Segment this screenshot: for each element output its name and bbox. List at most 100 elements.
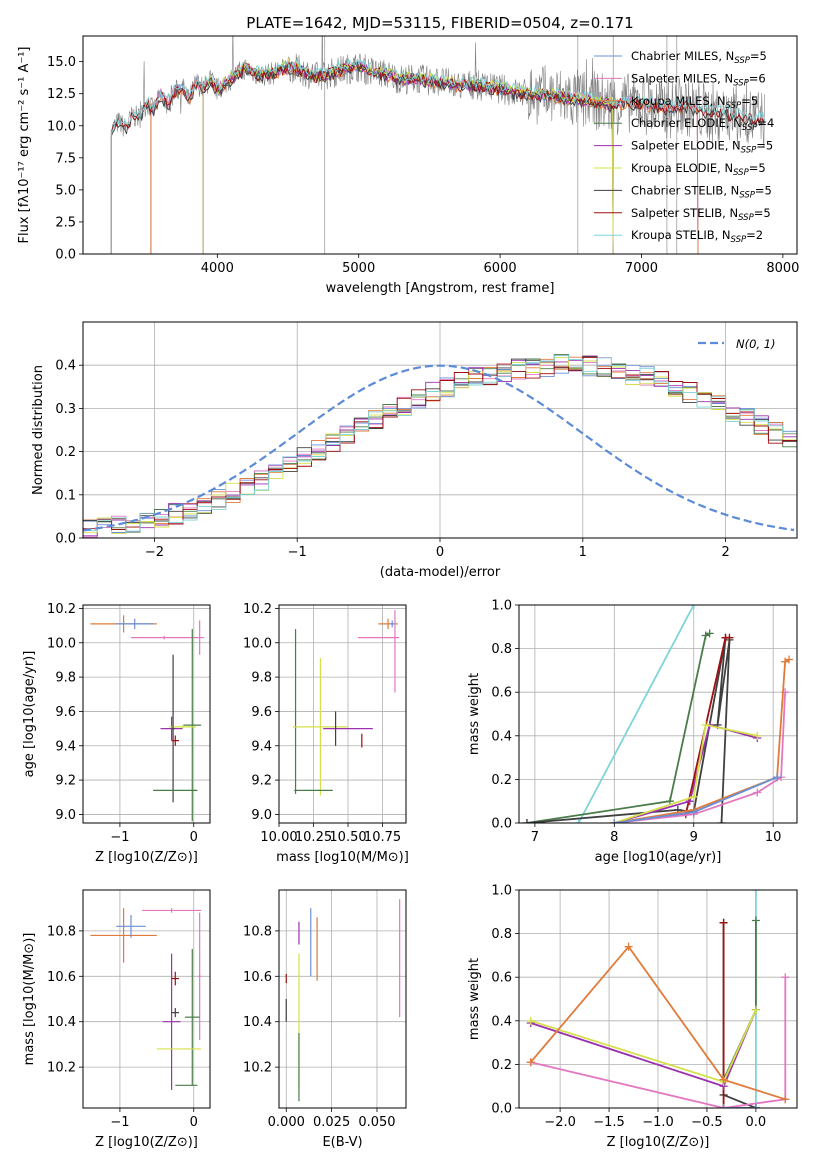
y-tick-label: 9.0 — [251, 808, 272, 823]
y-tick-label: 0.4 — [491, 1014, 512, 1029]
legend-entry: Chabrier ELODIE, NSSP=4 — [631, 116, 774, 133]
observed-spectrum — [111, 36, 765, 148]
x-axis-label: Z [log10(Z/Z⊙)] — [607, 1135, 710, 1150]
y-axis-label: mass [log10(M/M⊙)] — [22, 933, 37, 1066]
x-tick-label: 0 — [190, 1115, 198, 1130]
spectrum-legend: Chabrier MILES, NSSP=5 Salpeter MILES, NS… — [594, 49, 774, 245]
x-tick-label: 1 — [579, 545, 587, 560]
x-tick-label: 10.00 — [260, 830, 297, 845]
y-tick-label: 9.6 — [251, 705, 272, 720]
mass-weight-marker — [751, 1104, 760, 1108]
mass-weight-marker — [689, 605, 698, 609]
y-tick-label: 0.0 — [491, 817, 512, 832]
x-tick-label: 8000 — [766, 261, 799, 276]
errorbar-point — [142, 908, 202, 913]
y-tick-label: 0.4 — [55, 359, 76, 374]
errorbar-point — [116, 618, 154, 630]
mass-weight-line — [722, 920, 757, 1081]
model-spectrum-line — [150, 60, 699, 254]
errorbar-point — [116, 914, 146, 938]
x-tick-label: 0 — [190, 830, 198, 845]
x-tick-label: −1.0 — [642, 1115, 674, 1130]
x-axis-label: Z [log10(Z/Z⊙)] — [95, 850, 198, 865]
residual-histogram-step — [83, 357, 797, 530]
axes-frame — [518, 604, 798, 824]
mass-weight-marker — [610, 819, 619, 823]
x-axis-label: (data-model)/error — [380, 565, 501, 580]
mass-weight-marker — [725, 633, 734, 642]
mass-weight-marker — [526, 1016, 535, 1025]
mass-weight-line — [722, 922, 757, 1108]
gaussian-reference-line — [83, 364, 795, 532]
legend-entry: Kroupa STELIB, NSSP=2 — [631, 228, 763, 245]
errorbar-point — [130, 635, 198, 640]
x-tick-label: 9 — [690, 830, 698, 845]
x-tick-label: 0.000 — [268, 1115, 305, 1130]
y-tick-label: 0.2 — [55, 445, 76, 460]
mass-weight-line — [530, 945, 786, 1101]
errorbar-point — [389, 620, 395, 628]
model-spectrum-line — [110, 63, 765, 254]
y-tick-label: 5.0 — [55, 183, 76, 198]
x-tick-label: 0.0 — [746, 1115, 767, 1130]
y-tick-label: 10.0 — [47, 636, 76, 651]
x-tick-label: −1 — [110, 1115, 129, 1130]
x-tick-label: 8 — [610, 830, 618, 845]
residual-histogram-step — [83, 355, 797, 532]
errorbar-point — [195, 620, 205, 655]
model-spectrum-line — [150, 60, 699, 254]
legend-entry: Kroupa ELODIE, NSSP=5 — [631, 161, 766, 178]
mass-weight-line — [614, 723, 758, 823]
mass-weight-line — [722, 922, 756, 1108]
y-tick-label: 10.2 — [243, 602, 272, 617]
panels: 4000 5000 6000 7000 80000.02.55.07.510.012.5… — [17, 35, 799, 1150]
y-tick-label: 10.8 — [47, 924, 76, 939]
x-tick-label: −0.5 — [691, 1115, 723, 1130]
y-tick-label: 12.5 — [47, 87, 76, 102]
chart-weight-metallicity: −2.0 −1.5 −1.0 −0.5 0.0 0.0 0.2 0.4 0.6 0.8 1.0 Z [… — [467, 884, 798, 1150]
x-tick-label: 10.50 — [329, 830, 366, 845]
axes-frame — [278, 604, 407, 824]
x-axis-label: age [log10(age/yr)] — [595, 850, 722, 865]
y-tick-label: 10.0 — [47, 119, 76, 134]
plot-area — [522, 605, 794, 823]
legend-entry: Kroupa MILES, NSSP=5 — [631, 94, 758, 111]
y-tick-label: 9.8 — [55, 671, 76, 686]
x-axis-label: wavelength [Angstrom, rest frame] — [326, 281, 555, 296]
legend-entry: Chabrier MILES, NSSP=5 — [631, 49, 767, 66]
mass-weight-marker — [785, 655, 794, 664]
y-tick-label: 0.1 — [55, 488, 76, 503]
mass-weight-marker — [624, 942, 633, 951]
y-axis-label: age [log10(age/yr)] — [22, 651, 37, 778]
y-axis-label: Flux [fλ10⁻¹⁷ erg cm⁻² s⁻¹ A⁻¹] — [17, 47, 32, 244]
y-tick-label: 10.0 — [243, 636, 272, 651]
mass-weight-marker — [574, 819, 583, 823]
mass-weight-marker — [526, 1058, 535, 1067]
errorbar-point — [183, 629, 202, 822]
plot-area — [526, 890, 790, 1108]
y-tick-label: 15.0 — [47, 55, 76, 70]
y-tick-label: 10.4 — [47, 1015, 76, 1030]
y-tick-label: 0.6 — [491, 971, 512, 986]
legend-entry: N(0, 1) — [736, 337, 776, 351]
errorbar-point — [292, 658, 349, 796]
y-tick-label: 9.0 — [55, 808, 76, 823]
legend-entry: Salpeter STELIB, NSSP=5 — [631, 206, 771, 223]
mass-weight-line — [530, 977, 787, 1108]
y-tick-label: 1.0 — [491, 884, 512, 899]
mass-weight-marker — [719, 1104, 728, 1108]
axes-frame — [82, 604, 211, 824]
y-tick-label: 7.5 — [55, 151, 76, 166]
y-axis-label: mass weight — [467, 673, 482, 755]
errorbar-point — [171, 1008, 179, 1018]
y-axis-label: mass weight — [467, 958, 482, 1040]
plot-area — [90, 615, 205, 822]
mass-weight-line — [577, 605, 695, 823]
mass-weight-marker — [751, 916, 760, 925]
mass-weight-line — [614, 723, 758, 823]
mass-weight-marker — [701, 720, 710, 729]
mass-weight-marker — [751, 1005, 760, 1014]
x-tick-label: 7000 — [625, 261, 658, 276]
chart-spectrum: 4000 5000 6000 7000 8000 0.0 2.5 5.0 7.5 10.0 12.5… — [17, 35, 799, 296]
